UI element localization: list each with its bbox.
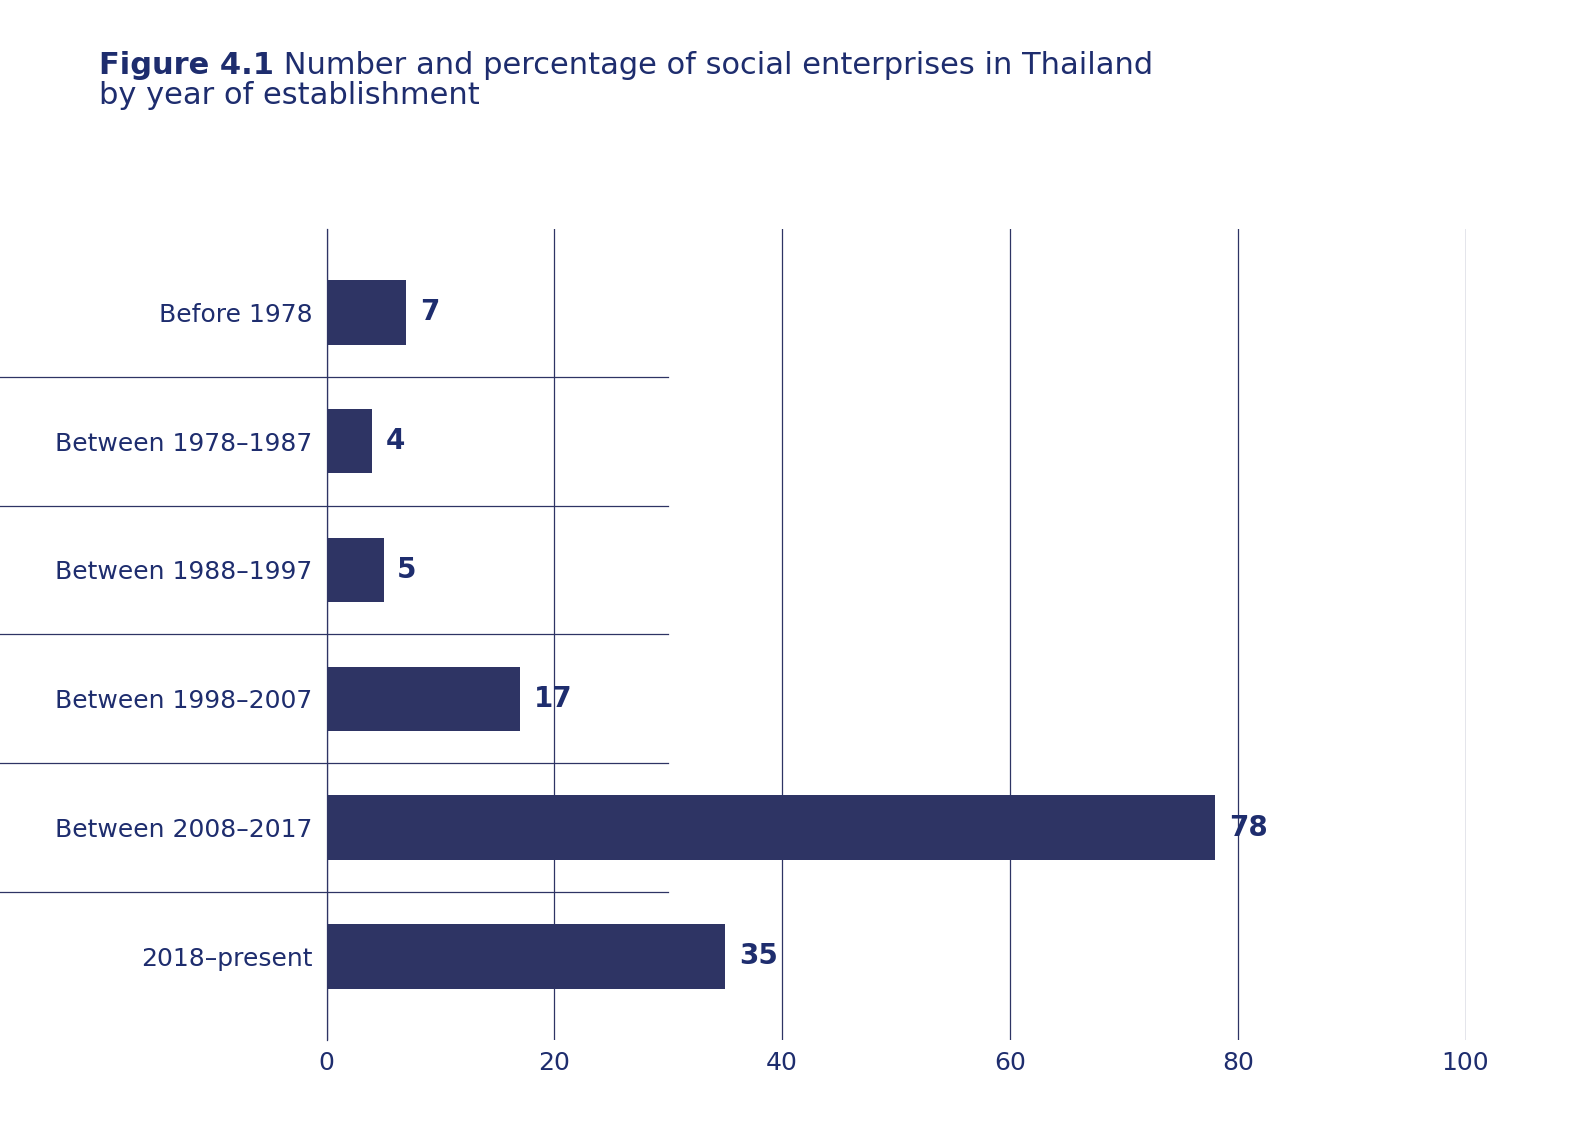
Text: 4: 4 <box>386 427 405 455</box>
Bar <box>327 409 373 473</box>
Bar <box>327 280 406 344</box>
Bar <box>327 925 725 989</box>
Text: 35: 35 <box>739 942 777 970</box>
Text: by year of establishment: by year of establishment <box>99 81 479 110</box>
Text: 5: 5 <box>397 555 417 584</box>
Text: Number and percentage of social enterprises in Thailand: Number and percentage of social enterpri… <box>274 51 1153 80</box>
Bar <box>327 537 384 602</box>
Text: 7: 7 <box>421 298 440 327</box>
Text: 78: 78 <box>1228 814 1268 841</box>
Bar <box>327 666 521 732</box>
Text: 17: 17 <box>534 685 572 713</box>
Text: Figure 4.1: Figure 4.1 <box>99 51 274 80</box>
Bar <box>327 796 1215 860</box>
